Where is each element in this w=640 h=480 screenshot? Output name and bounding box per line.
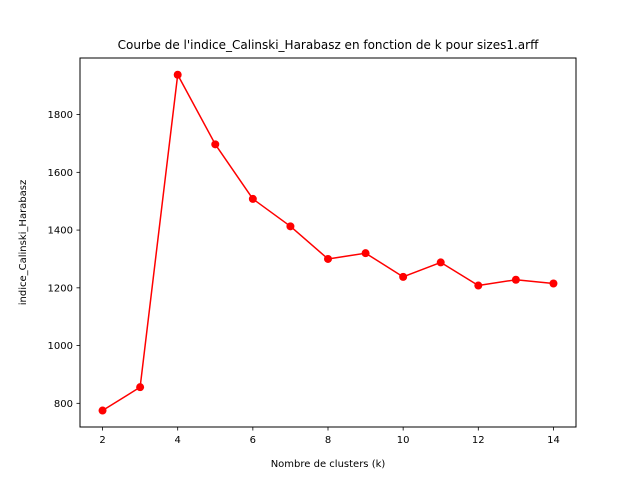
- y-tick-label: 1800: [48, 110, 73, 121]
- x-tick-label: 2: [99, 435, 105, 446]
- x-tick-label: 14: [547, 435, 560, 446]
- y-tick-label: 800: [54, 399, 73, 410]
- data-point: [286, 222, 295, 231]
- y-tick-label: 1200: [48, 283, 73, 294]
- data-point: [511, 275, 520, 284]
- plot-area: [79, 57, 577, 428]
- chart-title: Courbe de l'indice_Calinski_Harabasz en …: [118, 38, 539, 52]
- x-axis-label: Nombre de clusters (k): [271, 459, 386, 470]
- y-axis: 800 1000 1200 1400 1600 1800: [48, 110, 80, 410]
- y-tick-label: 1600: [48, 168, 73, 179]
- y-axis-label: indice_Calinski_Harabasz: [18, 180, 29, 306]
- y-tick-label: 1000: [48, 341, 73, 352]
- series-line: [102, 73, 554, 412]
- x-tick-label: 12: [472, 435, 485, 446]
- x-tick-label: 6: [250, 435, 256, 446]
- data-point: [248, 194, 257, 203]
- data-point: [549, 279, 558, 288]
- y-tick-label: 1400: [48, 226, 73, 237]
- data-point: [98, 406, 107, 415]
- x-tick-label: 4: [175, 435, 181, 446]
- data-point: [136, 383, 145, 392]
- data-point: [173, 70, 182, 79]
- data-point: [211, 140, 220, 149]
- x-tick-label: 10: [397, 435, 410, 446]
- x-tick-label: 8: [325, 435, 331, 446]
- data-point: [474, 281, 483, 290]
- data-point: [324, 254, 332, 263]
- data-point: [436, 258, 445, 267]
- series-group: [98, 70, 558, 415]
- data-point: [361, 249, 370, 258]
- data-point: [399, 272, 408, 281]
- x-axis: 2 4 6 8 10 12 14: [99, 427, 560, 446]
